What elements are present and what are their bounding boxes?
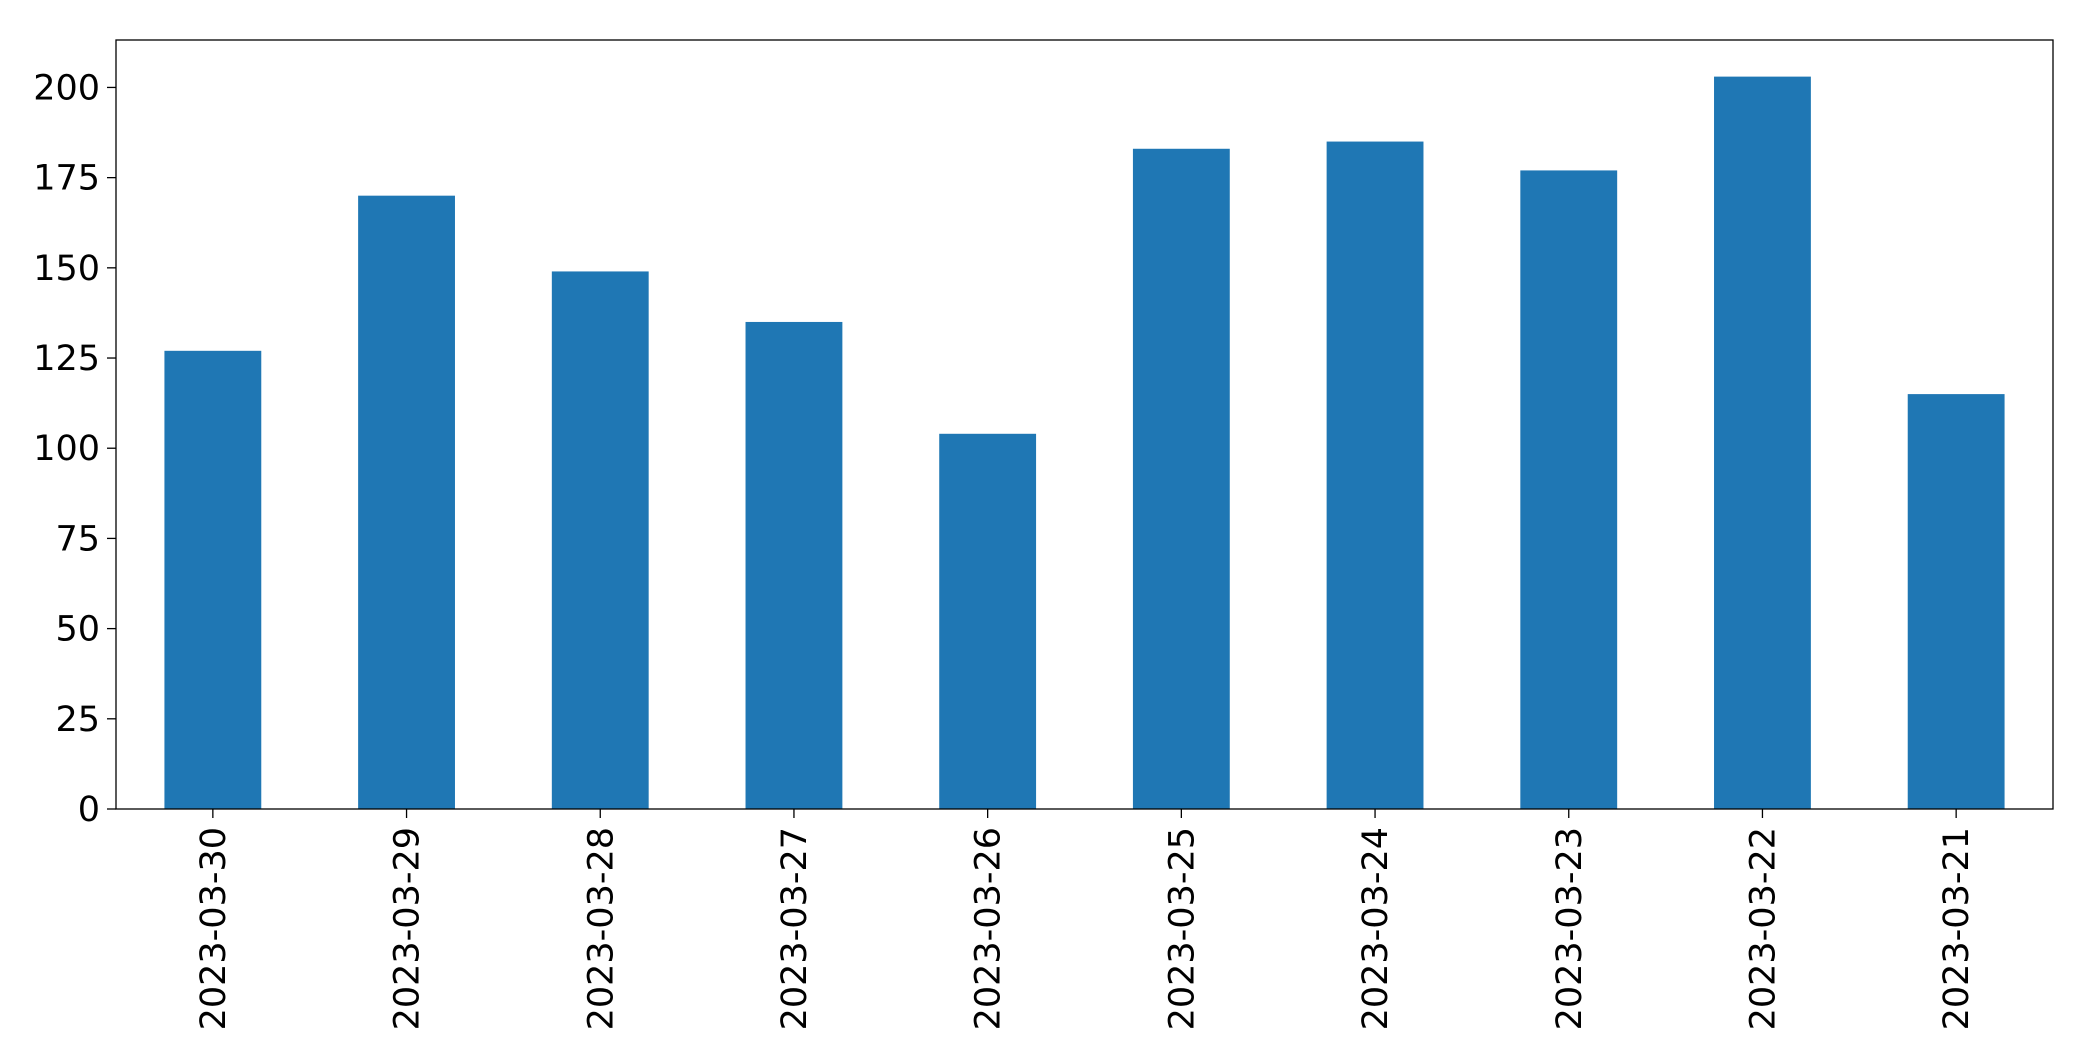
x-tick-label: 2023-03-29 bbox=[388, 827, 428, 1030]
y-tick-label: 200 bbox=[33, 68, 100, 108]
bar bbox=[358, 195, 455, 810]
x-tick-label: 2023-03-30 bbox=[194, 827, 234, 1030]
y-tick-label: 25 bbox=[55, 700, 100, 740]
x-tick-label: 2023-03-24 bbox=[1356, 827, 1396, 1030]
bar bbox=[1520, 170, 1618, 810]
y-tick-label: 100 bbox=[33, 429, 100, 469]
bar bbox=[1326, 141, 1424, 810]
y-tick-label: 75 bbox=[55, 519, 100, 559]
y-tick-label: 175 bbox=[33, 159, 100, 199]
bar bbox=[745, 321, 843, 809]
axes-frame bbox=[115, 39, 2054, 810]
bar bbox=[164, 350, 262, 809]
y-tick-label: 150 bbox=[33, 249, 100, 289]
y-tick-label: 0 bbox=[78, 790, 100, 830]
bar bbox=[1907, 394, 2005, 809]
x-tick-label: 2023-03-27 bbox=[775, 827, 815, 1030]
y-tick-label: 125 bbox=[33, 339, 100, 379]
x-tick-label: 2023-03-25 bbox=[1162, 827, 1202, 1030]
x-tick-label: 2023-03-23 bbox=[1550, 827, 1590, 1030]
y-tick-label: 50 bbox=[55, 610, 100, 650]
bar bbox=[1714, 76, 1811, 810]
x-tick-label: 2023-03-21 bbox=[1937, 827, 1977, 1030]
x-tick-label: 2023-03-22 bbox=[1743, 827, 1783, 1030]
bar bbox=[939, 433, 1037, 809]
x-tick-label: 2023-03-26 bbox=[969, 827, 1009, 1030]
bar bbox=[551, 271, 649, 810]
x-tick-label: 2023-03-28 bbox=[581, 827, 621, 1030]
bar bbox=[1132, 148, 1230, 810]
